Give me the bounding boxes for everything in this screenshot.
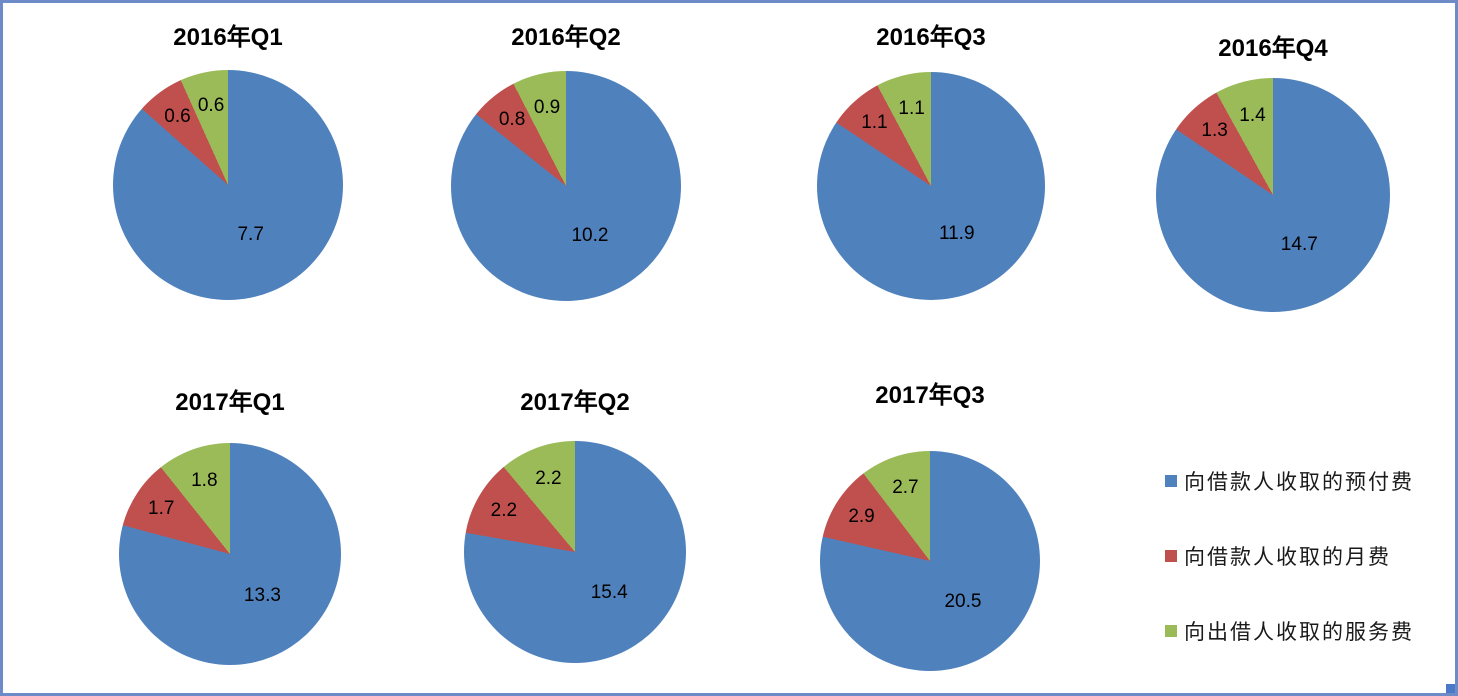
pie-value-label: 0.6 (164, 105, 191, 127)
pie-value-label: 2.2 (535, 467, 562, 489)
legend-swatch-green-icon (1165, 625, 1177, 637)
pie-value-label: 2.2 (490, 499, 518, 521)
legend-item-prepaid-fee[interactable]: 向借款人收取的预付费 (1165, 469, 1414, 494)
legend-item-monthly-fee[interactable]: 向借款人收取的月费 (1165, 544, 1414, 569)
pie-2016-q1[interactable]: 7.7 0.6 0.6 (113, 70, 343, 300)
legend-label: 向出借人收取的服务费 (1184, 621, 1414, 644)
pie-value-label: 10.2 (571, 224, 609, 246)
chart-title-2016-q2: 2016年Q2 (511, 24, 621, 51)
chart-title-2016-q1: 2016年Q1 (173, 24, 283, 51)
pie-value-label: 7.7 (237, 224, 264, 246)
legend-swatch-red-icon (1165, 550, 1177, 562)
chart-legend: 向借款人收取的预付费 向借款人收取的月费 向出借人收取的服务费 (1165, 469, 1414, 644)
chart-title-2016-q3: 2016年Q3 (876, 24, 986, 51)
pie-value-label: 0.8 (498, 109, 526, 131)
pie-value-label: 14.7 (1280, 233, 1318, 255)
pie-value-label: 20.5 (944, 591, 982, 613)
pie-value-label: 1.7 (148, 498, 175, 519)
pie-2016-q4[interactable]: 14.7 1.3 1.4 (1156, 78, 1390, 312)
resize-handle[interactable] (1446, 684, 1455, 693)
pie-value-label: 1.3 (1201, 120, 1228, 142)
pie-value-label: 2.7 (892, 477, 919, 499)
pie-2017-q1[interactable]: 13.3 1.7 1.8 (119, 443, 341, 665)
legend-item-lender-service-fee[interactable]: 向出借人收取的服务费 (1165, 619, 1414, 644)
pie-value-label: 1.4 (1239, 104, 1266, 126)
chart-title-2017-q1: 2017年Q1 (175, 389, 285, 416)
pie-2016-q3[interactable]: 11.9 1.1 1.1 (817, 72, 1045, 300)
pie-value-label: 1.8 (191, 469, 218, 491)
pie-value-label: 11.9 (938, 223, 975, 245)
chart-title-2017-q2: 2017年Q2 (520, 389, 630, 416)
chart-title-2016-q4: 2016年Q4 (1218, 35, 1328, 62)
pie-value-label: 2.9 (848, 505, 875, 527)
chart-title-2017-q3: 2017年Q3 (875, 382, 985, 409)
pie-2016-q2[interactable]: 10.2 0.8 0.9 (451, 71, 681, 301)
legend-swatch-blue-icon (1165, 475, 1177, 487)
pie-value-label: 15.4 (590, 581, 628, 603)
pie-value-label: 13.3 (243, 585, 281, 607)
pie-value-label: 0.9 (533, 96, 561, 118)
pie-value-label: 0.6 (197, 95, 225, 117)
legend-label: 向借款人收取的预付费 (1184, 471, 1414, 494)
pie-value-label: 1.1 (861, 112, 888, 134)
pie-value-label: 1.1 (898, 97, 925, 119)
legend-label: 向借款人收取的月费 (1184, 546, 1391, 569)
pie-2017-q2[interactable]: 15.4 2.2 2.2 (464, 441, 686, 663)
pie-2017-q3[interactable]: 20.5 2.9 2.7 (820, 451, 1040, 671)
